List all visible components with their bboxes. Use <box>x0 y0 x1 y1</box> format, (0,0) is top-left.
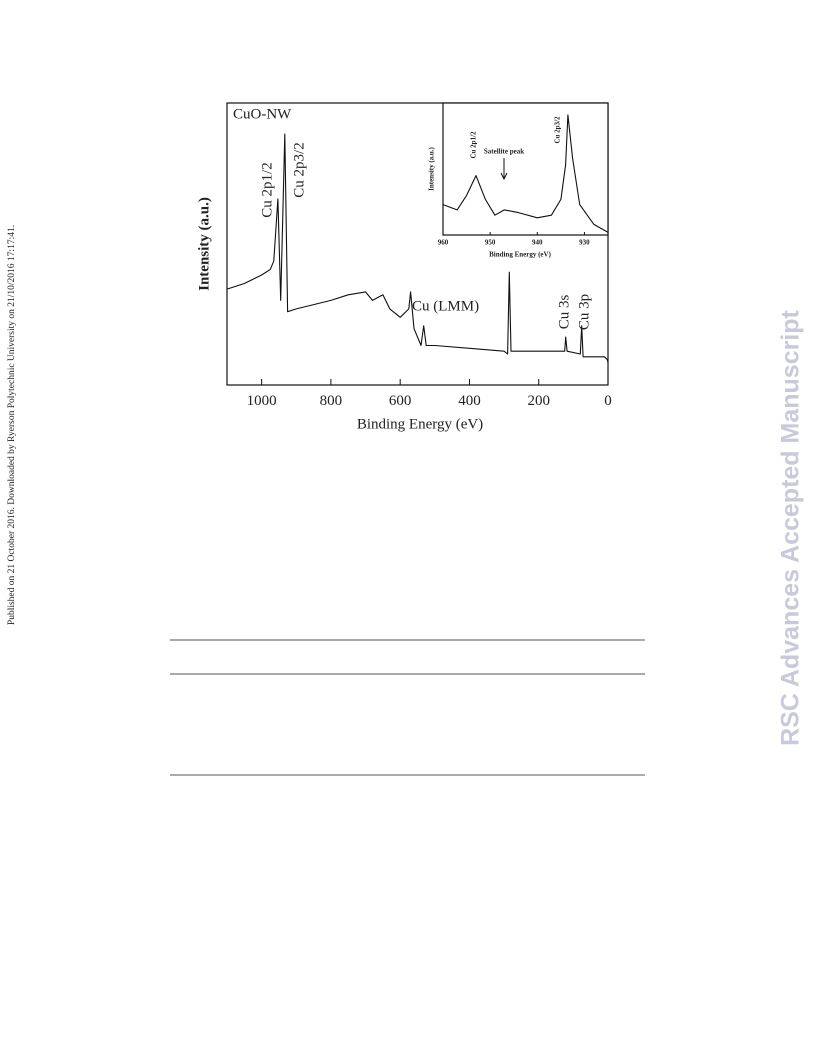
peak-annotation: Cu 3s <box>556 295 572 330</box>
side-text: Published on 21 October 2016. Downloaded… <box>7 225 17 625</box>
x-tick-label: 600 <box>389 393 412 409</box>
watermark: RSC Advances Accepted Manuscript <box>777 309 805 745</box>
arrow <box>500 158 508 181</box>
chart-title: CuO-NW <box>233 106 292 122</box>
peak-annotation: Cu 2p3/2 <box>291 142 307 197</box>
peak-annotation: Cu 3p <box>576 294 592 330</box>
peak-annotation: Satellite peak <box>484 148 524 156</box>
x-axis-label: Binding Energy (eV) <box>357 416 483 432</box>
table-rules <box>170 639 645 776</box>
plot-frame <box>226 102 609 386</box>
chart: 1000 800 600 400 200 0 CuO-NW Binding Energy (e… <box>196 102 612 432</box>
x-tick-label: 200 <box>527 393 550 409</box>
y-axis-label: Intensity (a.u.) <box>196 197 212 291</box>
x-tick-label: 930 <box>579 238 590 246</box>
x-tick-label: 400 <box>458 393 481 409</box>
peak-annotation: Cu 2p3/2 <box>554 116 562 144</box>
x-tick-label: 950 <box>485 238 496 246</box>
y-axis-label: Intensity (a.u.) <box>428 146 436 190</box>
peak-annotation: Cu 2p1/2 <box>259 162 275 217</box>
chart: 960 950 940 930 Binding Energy (eV) Intensity… <box>428 102 609 259</box>
x-axis-label: Binding Energy (eV) <box>489 251 552 259</box>
spectrum-line <box>442 114 609 233</box>
x-tick-label: 960 <box>438 238 449 246</box>
x-tick-label: 800 <box>320 393 343 409</box>
peak-annotation: Cu 2p1/2 <box>470 131 478 159</box>
peak-annotation: Cu (LMM) <box>412 298 479 314</box>
spectrum-line <box>226 133 609 363</box>
x-tick-label: 0 <box>604 393 612 409</box>
plot-frame <box>442 102 609 236</box>
x-tick-label: 1000 <box>247 393 277 409</box>
x-tick-label: 940 <box>532 238 543 246</box>
